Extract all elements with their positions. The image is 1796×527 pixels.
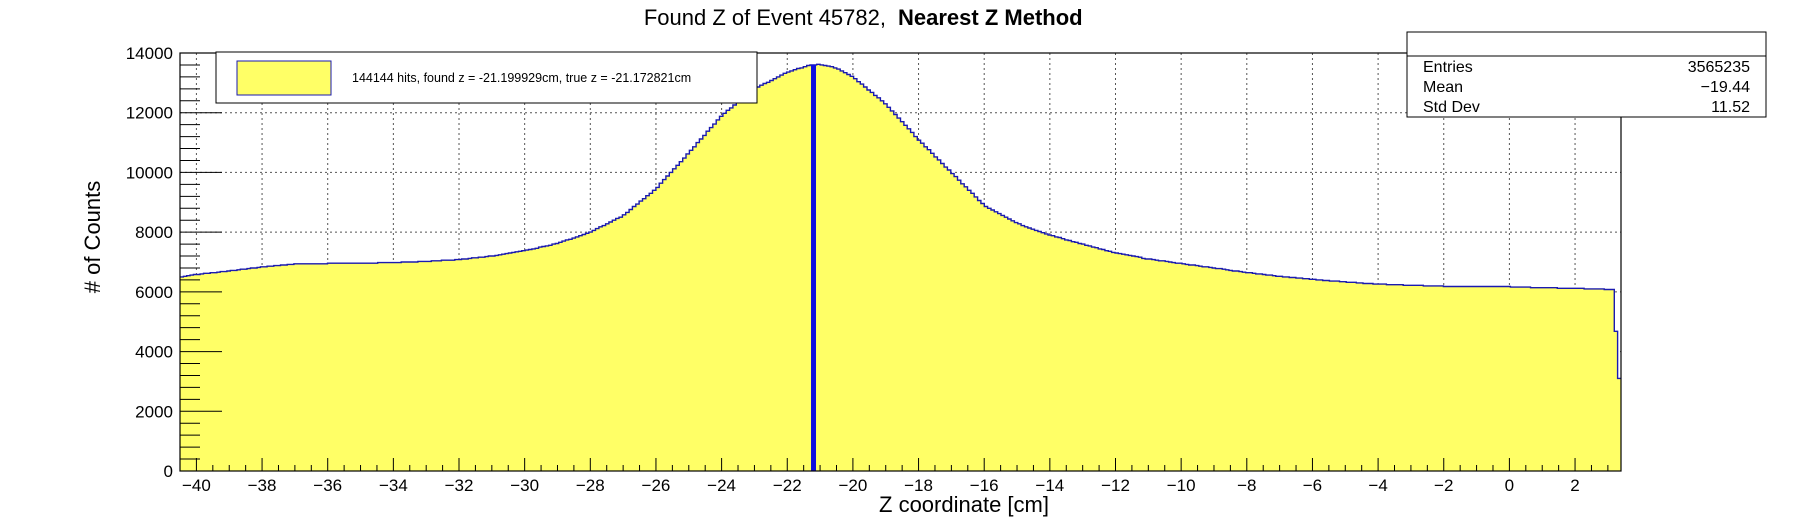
x-tick-label: −38	[248, 476, 277, 495]
x-tick-label: −6	[1303, 476, 1322, 495]
y-axis-title: # of Counts	[80, 181, 105, 294]
x-tick-label: −22	[773, 476, 802, 495]
x-tick-label: −28	[576, 476, 605, 495]
x-tick-label: −2	[1434, 476, 1453, 495]
legend-label: 144144 hits, found z = -21.199929cm, tru…	[352, 71, 691, 85]
x-tick-label: −24	[707, 476, 736, 495]
legend-swatch	[236, 60, 332, 96]
x-tick-label: −34	[379, 476, 408, 495]
histogram-fill	[180, 64, 1621, 472]
histogram-outline	[180, 63, 1621, 380]
stats-mean-value: −19.44	[1701, 79, 1750, 96]
y-tick-label: 10000	[126, 163, 173, 182]
x-tick-label: −20	[838, 476, 867, 495]
x-tick-label: 2	[1570, 476, 1579, 495]
x-axis-title: Z coordinate [cm]	[879, 492, 1049, 517]
legend: 144144 hits, found z = -21.199929cm, tru…	[215, 51, 758, 104]
x-axis: −40 −38 −36 −34 −32 −30 −28 −26 −24 −22 −20 −18 −16−…	[179, 458, 1609, 495]
x-tick-label: −32	[445, 476, 474, 495]
stats-entries-value: 3565235	[1688, 59, 1750, 76]
x-tick-label: −18	[904, 476, 933, 495]
plot-frame	[179, 52, 1622, 472]
y-tick-label: 6000	[135, 283, 173, 302]
stats-box-frame	[1406, 31, 1767, 118]
y-tick-label: 8000	[135, 223, 173, 242]
stats-std-label: Std Dev	[1423, 99, 1480, 116]
y-axis: 0 2000 4000 6000 8000 10000 12000 14000	[126, 44, 222, 481]
y-tick-label: 14000	[126, 44, 173, 63]
stats-mean-label: Mean	[1423, 79, 1463, 96]
x-tick-label: −8	[1237, 476, 1256, 495]
y-tick-label: 0	[164, 462, 173, 481]
chart-title: Found Z of Event 45782,	[644, 5, 886, 30]
y-tick-label: 2000	[135, 402, 173, 421]
chart-title-method: Nearest Z Method	[898, 5, 1083, 30]
stats-box: Entries 3565235 Mean −19.44 Std Dev 11.5…	[1406, 31, 1767, 118]
x-tick-label: −36	[313, 476, 342, 495]
x-tick-label: −10	[1167, 476, 1196, 495]
stats-entries-label: Entries	[1423, 59, 1473, 76]
x-tick-label: −40	[182, 476, 211, 495]
x-tick-label: 0	[1505, 476, 1514, 495]
y-tick-label: 4000	[135, 343, 173, 362]
x-tick-label: −30	[510, 476, 539, 495]
x-tick-label: −26	[642, 476, 671, 495]
y-tick-label: 12000	[126, 104, 173, 123]
x-tick-label: −16	[970, 476, 999, 495]
x-tick-label: −4	[1368, 476, 1387, 495]
x-tick-label: −14	[1035, 476, 1064, 495]
x-tick-label: −12	[1101, 476, 1130, 495]
stats-std-value: 11.52	[1711, 99, 1750, 116]
